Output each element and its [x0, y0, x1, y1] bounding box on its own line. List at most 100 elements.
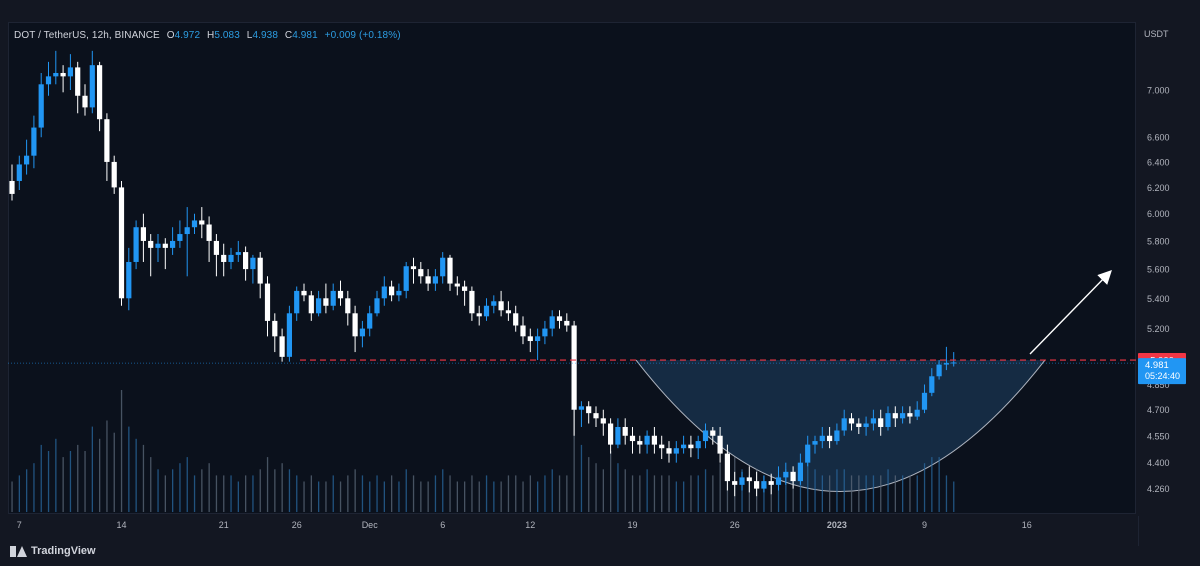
- volume-bar: [697, 475, 699, 512]
- candle-body: [359, 328, 365, 337]
- volume-bar: [675, 481, 677, 512]
- candle-body: [367, 313, 373, 329]
- candle-body: [308, 295, 314, 314]
- volume-bar: [442, 469, 444, 512]
- candle-body: [337, 290, 344, 299]
- y-tick-label: 4.550: [1147, 431, 1170, 441]
- volume-bar: [639, 475, 641, 512]
- open-value: 4.972: [174, 30, 201, 41]
- candle-body: [301, 290, 307, 296]
- volume-bar: [602, 469, 604, 512]
- candle-body: [856, 423, 862, 427]
- candle-body: [863, 423, 869, 427]
- candle-body: [717, 435, 723, 454]
- volume-bar: [434, 475, 437, 512]
- candle-body: [133, 227, 139, 262]
- candle-body: [827, 435, 833, 442]
- volume-bar: [150, 457, 152, 512]
- candle-body: [330, 290, 336, 306]
- volume-bar: [719, 463, 721, 512]
- candle-body: [673, 448, 679, 454]
- x-tick-label: 7: [17, 520, 22, 530]
- volume-bar: [938, 457, 940, 512]
- volume-bar: [785, 469, 787, 512]
- volume-bar: [821, 475, 823, 512]
- candle-body: [389, 286, 395, 296]
- candle-body: [797, 462, 803, 482]
- x-tick-label: Dec: [362, 520, 379, 530]
- y-tick-label: 5.200: [1147, 324, 1170, 334]
- candle-body: [761, 481, 767, 489]
- candle-body: [622, 426, 628, 436]
- volume-bar: [690, 475, 692, 512]
- candle-body: [155, 243, 161, 248]
- candle-body: [374, 298, 380, 314]
- candle-body: [45, 76, 52, 85]
- candle-body: [126, 261, 132, 299]
- volume-bar: [339, 481, 342, 512]
- volume-bar: [288, 469, 291, 512]
- y-tick-label: 6.600: [1147, 133, 1170, 143]
- candle-body: [885, 413, 891, 427]
- candle-body: [754, 481, 760, 489]
- x-tick-label: 16: [1022, 520, 1032, 530]
- y-tick-label: 4.400: [1147, 458, 1170, 468]
- volume-bar: [763, 475, 765, 512]
- candle-body: [228, 254, 234, 262]
- candle-body: [870, 418, 876, 424]
- candle-body: [352, 313, 358, 337]
- close-value: 4.981: [292, 30, 318, 41]
- x-tick-label: 6: [440, 520, 445, 530]
- volume-bar: [865, 475, 867, 512]
- volume-bar: [646, 469, 648, 512]
- volume-bar: [77, 444, 79, 512]
- candle-body: [586, 406, 592, 414]
- candle-body: [469, 290, 475, 314]
- volume-bar: [405, 469, 407, 512]
- volume-bar: [595, 463, 597, 512]
- candle-body: [914, 409, 920, 417]
- candle-body: [571, 325, 577, 410]
- annotation-lines: [8, 269, 1136, 364]
- candle-body: [264, 283, 271, 321]
- candle-body: [841, 418, 847, 431]
- tradingview-logo: TradingView: [10, 545, 96, 557]
- volume-bar: [201, 469, 203, 512]
- volume-bar: [391, 475, 393, 512]
- symbol-label[interactable]: DOT / TetherUS, 12h, BINANCE: [14, 30, 160, 41]
- volume-bar: [40, 444, 42, 512]
- high-label: H: [207, 30, 215, 41]
- volume-bar: [164, 475, 166, 512]
- volume-bar: [500, 481, 502, 512]
- candle-body: [381, 286, 387, 299]
- low-label: L: [246, 30, 253, 41]
- candle-body: [724, 453, 730, 482]
- volume-bar: [522, 481, 524, 512]
- volume-bar: [544, 475, 546, 512]
- x-tick-label: 12: [525, 520, 535, 530]
- candle-body: [892, 413, 898, 419]
- volume-bar: [836, 469, 838, 512]
- volume-bar: [872, 475, 875, 512]
- volume-bar: [376, 475, 378, 512]
- volume-bar: [427, 481, 429, 512]
- candle-body: [279, 336, 285, 357]
- candle-body: [67, 67, 73, 77]
- volume-bar: [303, 481, 305, 512]
- volume-bar: [829, 475, 831, 512]
- candle-body: [16, 164, 22, 181]
- volume-bar: [887, 469, 889, 512]
- y-tick-label: 5.400: [1147, 294, 1170, 304]
- volume-bar: [741, 469, 743, 512]
- candle-body: [812, 441, 818, 445]
- volume-bar: [113, 432, 115, 512]
- candle-body: [89, 65, 95, 108]
- candle-body: [878, 418, 884, 427]
- candle-body: [834, 430, 840, 442]
- volume-bar: [880, 475, 882, 512]
- volume-bar: [792, 475, 794, 512]
- volume-bar: [850, 475, 853, 512]
- candle-body: [651, 435, 657, 445]
- candle-body: [681, 444, 687, 449]
- high-value: 5.083: [214, 30, 240, 41]
